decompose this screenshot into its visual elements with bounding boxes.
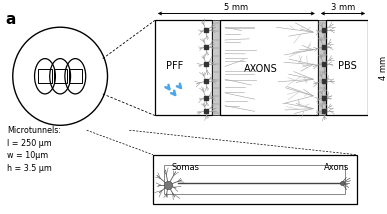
Bar — [68, 69, 82, 83]
Bar — [153, 155, 357, 204]
Bar — [155, 20, 212, 116]
Text: 3 mm: 3 mm — [331, 3, 355, 12]
Bar — [326, 20, 368, 116]
Text: 5 mm: 5 mm — [224, 3, 248, 12]
Bar — [53, 69, 67, 83]
Text: PBS: PBS — [338, 61, 356, 71]
Text: Axons: Axons — [324, 163, 349, 172]
Text: 4 mm: 4 mm — [378, 56, 387, 80]
Text: Somas: Somas — [172, 163, 200, 172]
Bar — [220, 20, 318, 116]
Text: Microtunnels:
l = 250 μm
w = 10μm
h = 3.5 μm: Microtunnels: l = 250 μm w = 10μm h = 3.… — [7, 126, 61, 173]
Text: AXONS: AXONS — [244, 64, 278, 74]
Text: PFF: PFF — [166, 61, 183, 71]
Bar — [212, 20, 220, 116]
Text: a: a — [5, 12, 15, 27]
Bar — [318, 20, 326, 116]
Bar — [164, 165, 345, 194]
Bar — [38, 69, 51, 83]
